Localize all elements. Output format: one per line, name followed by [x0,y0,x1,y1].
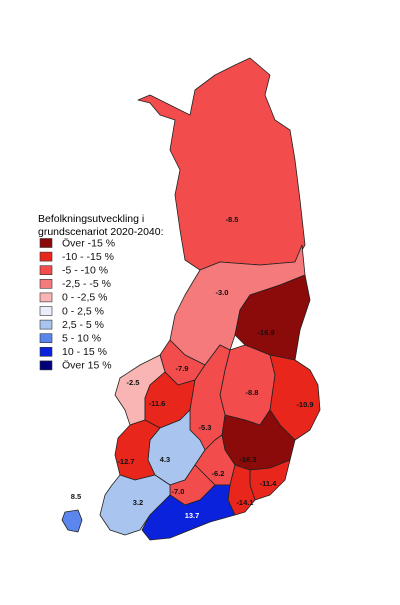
legend-swatch [39,265,53,276]
region-label: -7.9 [176,364,189,373]
region [269,354,321,441]
legend-label: 10 - 15 % [62,346,107,358]
legend-swatch [39,306,53,316]
legend-label: 5 - 10 % [62,332,101,344]
legend-swatch [39,278,53,289]
region-label: -8.8 [246,388,259,397]
legend-swatch [39,346,53,357]
legend-swatch [39,319,53,330]
region-label: -11.4 [260,479,278,488]
legend-title: Befolkningsutveckling i [38,213,144,225]
region-label: -5.3 [199,423,212,432]
region-label: -7.0 [172,487,185,496]
regions [61,57,321,541]
legend-swatch [39,251,53,262]
region-label: 4.3 [160,455,170,464]
region-label: -16.3 [239,455,256,464]
legend-label: Över 15 % [62,360,112,372]
legend-label: 0 - -2,5 % [62,292,108,304]
legend-label: -5 - -10 % [62,264,108,276]
legend-label: -10 - -15 % [62,251,114,263]
legend-swatch [39,333,53,344]
region-label: -12.7 [117,457,134,466]
region-label: -6.2 [212,469,225,478]
legend: Befolkningsutveckling i grundscenariot 2… [38,213,164,372]
region [137,57,306,271]
region-labels: -8.5 -3.0 -16.9 -7.9 -2.5 -11.6 -8.8 -10.9 -5.3 -… [71,215,314,520]
region-label: 3.2 [133,498,143,507]
region-label: -16.9 [257,328,274,337]
legend-swatch [39,360,53,371]
legend-label: -2,5 - -5 % [62,278,111,290]
region-label: -10.9 [296,400,313,409]
region [61,509,83,533]
legend-label: 0 - 2,5 % [62,305,104,317]
region-label: -14.1 [236,498,253,507]
region-label: 13.7 [185,511,200,520]
legend-swatch [39,238,53,248]
legend-label: 2,5 - 5 % [62,319,104,331]
region-label: -2.5 [127,378,140,387]
legend-swatch [39,292,53,303]
region [141,484,236,541]
legend-label: Över -15 % [62,237,115,249]
legend-title: grundscenariot 2020-2040: [38,226,164,238]
region-label: -11.6 [149,399,166,408]
region-label: -8.5 [226,215,239,224]
region-label: -3.0 [216,288,229,297]
region [99,474,171,536]
region-label: 8.5 [71,492,81,501]
